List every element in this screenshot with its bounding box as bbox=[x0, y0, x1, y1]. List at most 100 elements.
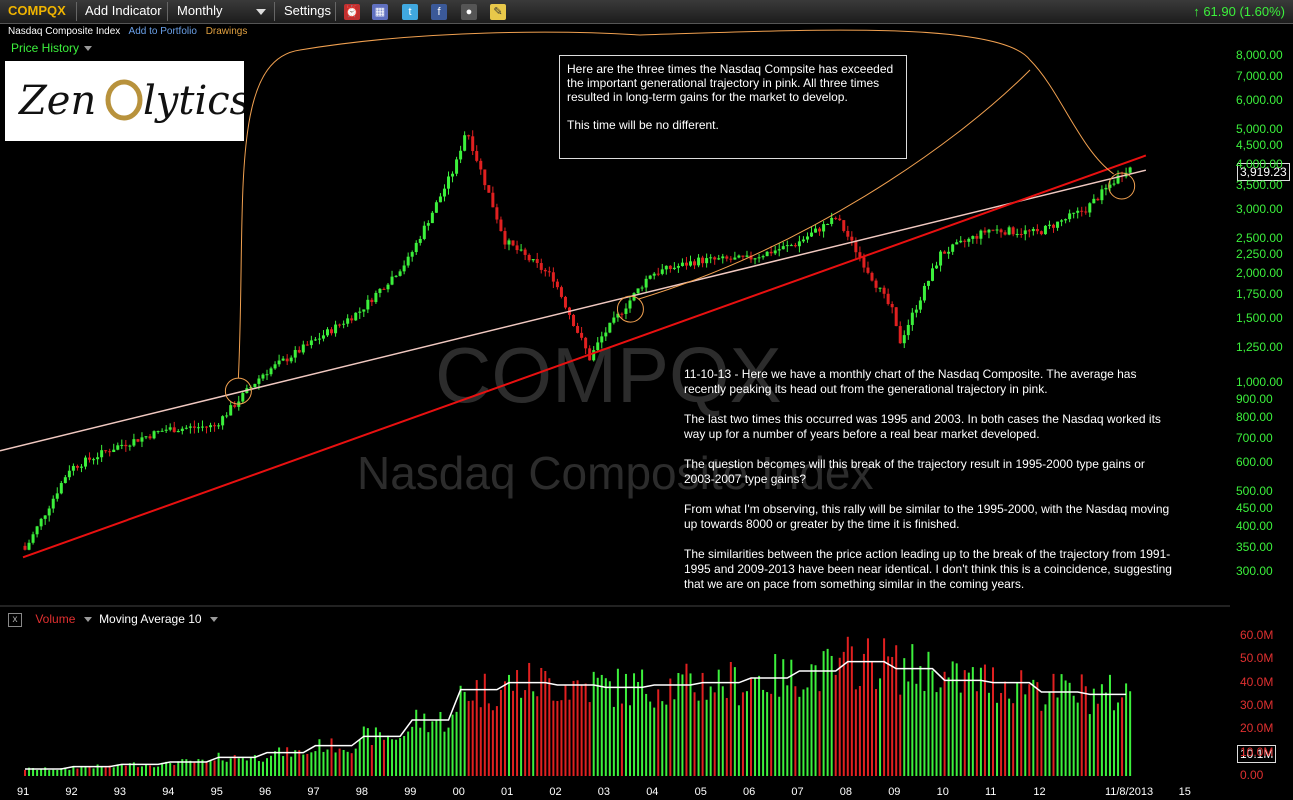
candle-body bbox=[96, 457, 100, 460]
volume-bar bbox=[475, 680, 478, 776]
note-paragraph: 11-10-13 - Here we have a monthly chart … bbox=[684, 367, 1137, 396]
volume-bar bbox=[854, 689, 857, 776]
portfolio-icon[interactable]: ▦ bbox=[372, 4, 388, 20]
candle-body bbox=[822, 224, 826, 232]
y-tick-label: 6,000.00 bbox=[1236, 93, 1283, 108]
chevron-down-icon[interactable] bbox=[83, 617, 92, 623]
binoculars-icon[interactable]: ● bbox=[461, 4, 477, 20]
volume-bar bbox=[479, 707, 482, 776]
symbol-label[interactable]: COMPQX bbox=[8, 3, 66, 18]
volume-bar bbox=[362, 726, 365, 776]
chevron-down-icon[interactable] bbox=[256, 9, 266, 15]
volume-bar bbox=[270, 755, 273, 776]
candle-body bbox=[342, 323, 346, 325]
twitter-icon[interactable]: t bbox=[402, 4, 418, 20]
candle-body bbox=[733, 257, 737, 260]
add-to-portfolio-link[interactable]: Add to Portfolio bbox=[128, 26, 197, 37]
candle-body bbox=[543, 269, 547, 272]
volume-bar bbox=[28, 767, 31, 776]
candle-body bbox=[434, 202, 438, 213]
x-tick-label: 09 bbox=[888, 786, 901, 798]
candle-body bbox=[1052, 224, 1055, 228]
volume-bar bbox=[568, 699, 571, 776]
candle-body bbox=[1068, 213, 1072, 220]
sticky-note-icon[interactable]: ✎ bbox=[490, 4, 506, 20]
volume-bar bbox=[608, 681, 611, 776]
volume-bar bbox=[846, 636, 849, 776]
drawings-link[interactable]: Drawings bbox=[205, 26, 248, 37]
candle-body bbox=[79, 466, 83, 468]
candle-body bbox=[773, 250, 777, 254]
candle-body bbox=[451, 173, 455, 177]
volume-bar bbox=[556, 700, 559, 776]
volume-bar bbox=[770, 693, 773, 776]
volume-bar bbox=[1068, 682, 1071, 776]
volume-bar bbox=[334, 752, 337, 776]
quote-change: ↑ 61.90 (1.60%) bbox=[1193, 4, 1285, 19]
candle-body bbox=[765, 251, 769, 257]
candle-body bbox=[1100, 189, 1104, 201]
candle-body bbox=[576, 326, 580, 333]
callout-text: Here are the three times the Nasdaq Comp… bbox=[567, 62, 894, 104]
volume-bar bbox=[721, 686, 724, 776]
candle-body bbox=[92, 459, 96, 461]
callout-conclusion: This time will be no different. bbox=[567, 118, 719, 132]
candle-body bbox=[668, 265, 672, 269]
volume-bar bbox=[225, 761, 228, 776]
close-icon[interactable]: x bbox=[8, 612, 22, 627]
candle-body bbox=[253, 383, 257, 388]
candle-body bbox=[471, 136, 475, 152]
candle-body bbox=[128, 445, 132, 447]
x-tick-label: 92 bbox=[65, 786, 78, 798]
volume-bar bbox=[306, 753, 309, 776]
candle-body bbox=[580, 332, 584, 338]
sub-toolbar: Nasdaq Composite Index Add to Portfolio … bbox=[8, 26, 253, 37]
volume-moving-average-line bbox=[25, 660, 1127, 770]
candle-body bbox=[1076, 210, 1080, 213]
volume-tick-label: 60.0M bbox=[1240, 628, 1274, 642]
alarm-clock-icon[interactable]: ⏰ bbox=[344, 4, 360, 20]
candle-body bbox=[172, 427, 176, 433]
candle-body bbox=[805, 236, 809, 240]
volume-bar bbox=[346, 751, 349, 776]
volume-bar bbox=[370, 745, 373, 776]
period-select[interactable]: Monthly bbox=[177, 3, 223, 18]
chevron-down-icon[interactable] bbox=[209, 617, 218, 623]
x-tick-label: 11 bbox=[985, 786, 997, 798]
candle-body bbox=[664, 265, 668, 270]
volume-bar bbox=[1048, 691, 1051, 776]
volume-bar bbox=[818, 691, 821, 776]
volume-bar bbox=[576, 680, 579, 776]
candle-body bbox=[898, 326, 902, 344]
volume-bar bbox=[794, 686, 797, 776]
candle-body bbox=[152, 431, 156, 439]
volume-bar bbox=[987, 692, 990, 776]
candle-body bbox=[47, 508, 51, 516]
volume-bar bbox=[657, 689, 660, 776]
logo-graphic: Zen lytics bbox=[17, 78, 244, 124]
volume-bar bbox=[399, 738, 402, 776]
volume-bar bbox=[274, 751, 277, 776]
candle-body bbox=[995, 229, 999, 231]
volume-bar bbox=[1052, 673, 1055, 776]
volume-bar bbox=[266, 758, 268, 776]
x-tick-label: 00 bbox=[452, 786, 465, 798]
volume-bar bbox=[745, 691, 748, 776]
price-history-menu[interactable]: Price History bbox=[11, 41, 93, 55]
volume-bar bbox=[173, 765, 176, 776]
volume-bar bbox=[600, 674, 603, 776]
facebook-icon[interactable]: f bbox=[431, 4, 447, 20]
volume-bar bbox=[689, 673, 692, 776]
volume-bar bbox=[459, 685, 462, 776]
settings-button[interactable]: Settings bbox=[284, 3, 331, 18]
volume-bar bbox=[44, 767, 47, 776]
volume-bar bbox=[641, 669, 644, 776]
candle-body bbox=[196, 427, 200, 429]
candle-body bbox=[104, 450, 108, 452]
candle-body bbox=[346, 318, 350, 324]
volume-bar bbox=[709, 686, 712, 776]
add-indicator-button[interactable]: Add Indicator bbox=[85, 3, 162, 18]
candle-body bbox=[1027, 230, 1031, 232]
candle-body bbox=[459, 150, 463, 160]
candle-body bbox=[717, 258, 721, 260]
